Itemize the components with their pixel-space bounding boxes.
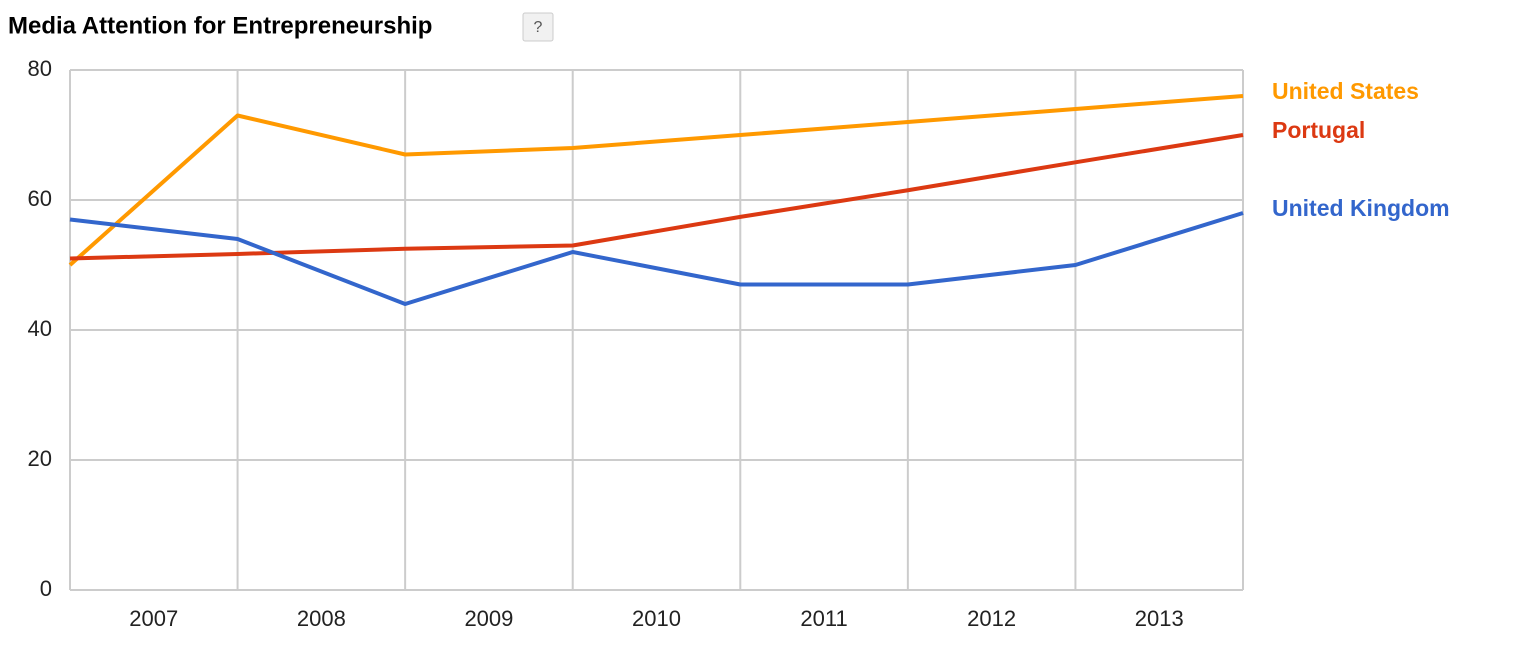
series-line (68, 94, 1244, 267)
legend-label: United States (1272, 78, 1419, 104)
x-tick-label: 2009 (464, 606, 513, 631)
x-tick-label: 2012 (967, 606, 1016, 631)
series-line (69, 133, 1244, 261)
x-tick-label: 2008 (297, 606, 346, 631)
y-tick-label: 80 (28, 56, 52, 81)
legend-label: Portugal (1272, 117, 1365, 143)
x-tick-label: 2011 (800, 606, 847, 631)
legend-label: United Kingdom (1272, 195, 1450, 221)
y-tick-label: 40 (28, 316, 52, 341)
y-tick-label: 20 (28, 446, 52, 471)
x-tick-label: 2007 (129, 606, 178, 631)
y-tick-label: 0 (40, 576, 52, 601)
help-button[interactable] (522, 12, 554, 42)
chart-title: Media Attention for Entrepreneurship (8, 12, 432, 39)
x-tick-label: 2013 (1135, 606, 1184, 631)
x-tick-label: 2010 (632, 606, 681, 631)
help-label[interactable]: ? (534, 19, 543, 36)
y-tick-label: 60 (28, 186, 52, 211)
series-line (69, 211, 1244, 306)
